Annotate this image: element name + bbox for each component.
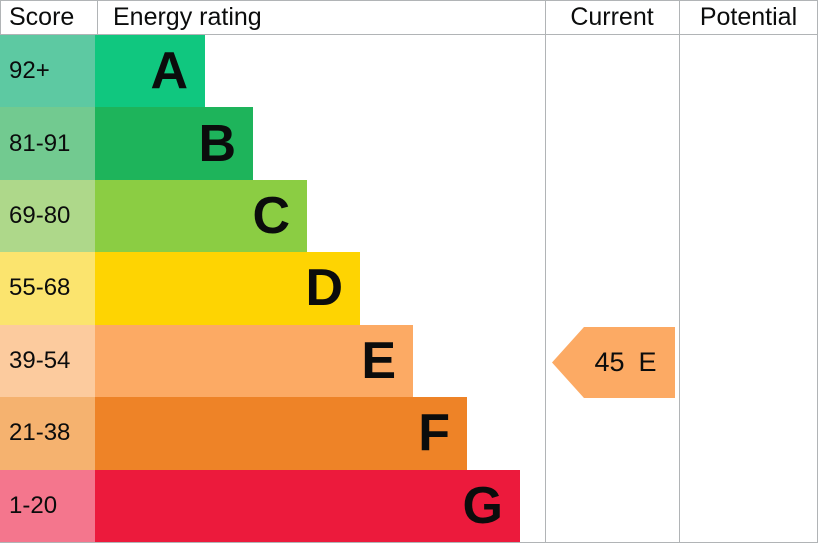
score-column-divider bbox=[97, 0, 98, 35]
rating-letter: D bbox=[305, 259, 343, 318]
rating-bar: A bbox=[95, 35, 205, 108]
current-column-divider bbox=[545, 0, 546, 543]
band-row: 92+ A bbox=[0, 35, 545, 108]
header-potential: Potential bbox=[699, 3, 798, 31]
rating-letter: A bbox=[150, 42, 188, 101]
potential-column-divider bbox=[679, 0, 680, 543]
score-range-cell: 81-91 bbox=[0, 107, 95, 180]
header-left-border bbox=[0, 0, 1, 35]
band-row: 69-80 C bbox=[0, 179, 545, 253]
score-range-cell: 92+ bbox=[0, 35, 95, 108]
rating-bar: G bbox=[95, 469, 520, 542]
current-rating-band: E bbox=[638, 347, 657, 377]
header-row: Score Energy rating Current Potential bbox=[0, 1, 818, 34]
score-range-cell: 39-54 bbox=[0, 324, 95, 398]
rating-bar: C bbox=[95, 179, 307, 253]
header-current: Current bbox=[570, 3, 654, 31]
rating-bar: D bbox=[95, 252, 360, 325]
score-range-cell: 1-20 bbox=[0, 469, 95, 542]
band-row: 81-91 B bbox=[0, 107, 545, 180]
rating-letter: F bbox=[418, 404, 450, 463]
table-bottom-border bbox=[0, 542, 818, 543]
table-right-border bbox=[817, 0, 818, 543]
table-top-border bbox=[0, 0, 818, 1]
rating-letter: G bbox=[462, 476, 503, 535]
band-row: 1-20 G bbox=[0, 469, 545, 542]
rating-letter: B bbox=[198, 114, 236, 173]
band-row: 39-54 E bbox=[0, 324, 545, 398]
current-rating-value: 45 bbox=[594, 347, 625, 377]
rating-letter: E bbox=[361, 331, 396, 390]
band-row: 21-38 F bbox=[0, 397, 545, 470]
header-energy-rating: Energy rating bbox=[113, 3, 262, 31]
score-range-cell: 55-68 bbox=[0, 252, 95, 325]
header-bottom-border bbox=[0, 34, 818, 35]
rating-bar: E bbox=[95, 324, 413, 398]
header-score: Score bbox=[9, 3, 75, 31]
rating-letter: C bbox=[252, 187, 290, 246]
current-rating-arrow: 45 E bbox=[552, 327, 675, 398]
score-range-cell: 69-80 bbox=[0, 179, 95, 253]
band-row: 55-68 D bbox=[0, 252, 545, 325]
rating-bar: F bbox=[95, 397, 467, 470]
rating-bar: B bbox=[95, 107, 253, 180]
score-range-cell: 21-38 bbox=[0, 397, 95, 470]
band-rows: 92+ A 81-91 B 69-80 C 55-68 D 39-54 E 21… bbox=[0, 35, 545, 542]
